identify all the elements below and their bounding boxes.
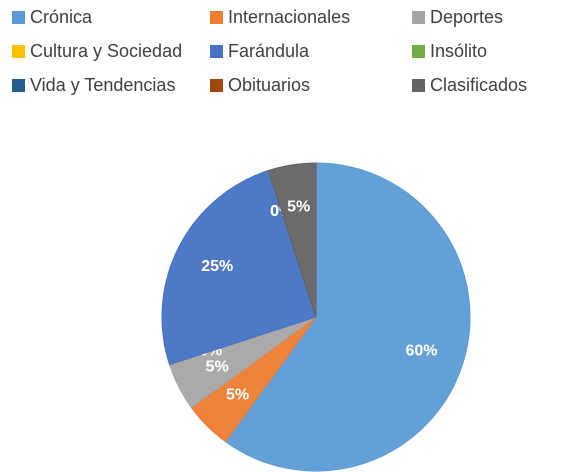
legend-swatch [210, 11, 223, 24]
legend-swatch [12, 45, 25, 58]
legend-swatch [12, 11, 25, 24]
legend-label: Insólito [430, 41, 487, 61]
legend-label: Crónica [30, 7, 93, 27]
legend-label: Clasificados [430, 75, 527, 95]
legend-swatch [412, 45, 425, 58]
pie-slice [224, 162, 471, 472]
pie-slice [161, 169, 317, 366]
legend-label: Internacionales [228, 7, 350, 27]
slice-label: 5% [206, 359, 229, 376]
legend-swatch [412, 79, 425, 92]
slice-label: 60% [405, 342, 437, 359]
legend-swatch [210, 45, 223, 58]
legend-label: Cultura y Sociedad [30, 41, 182, 61]
slice-label: 25% [201, 258, 233, 275]
legend-label: Obituarios [228, 75, 310, 95]
legend-swatch [12, 79, 25, 92]
legend-swatch [412, 11, 425, 24]
legend-label: Deportes [430, 7, 503, 27]
legend-swatch [210, 79, 223, 92]
pie-slice [267, 162, 317, 318]
slice-label: 5% [226, 387, 249, 404]
legend-label: Vida y Tendencias [30, 75, 175, 95]
legend-label: Farándula [228, 41, 310, 61]
slice-label: 5% [287, 199, 310, 216]
